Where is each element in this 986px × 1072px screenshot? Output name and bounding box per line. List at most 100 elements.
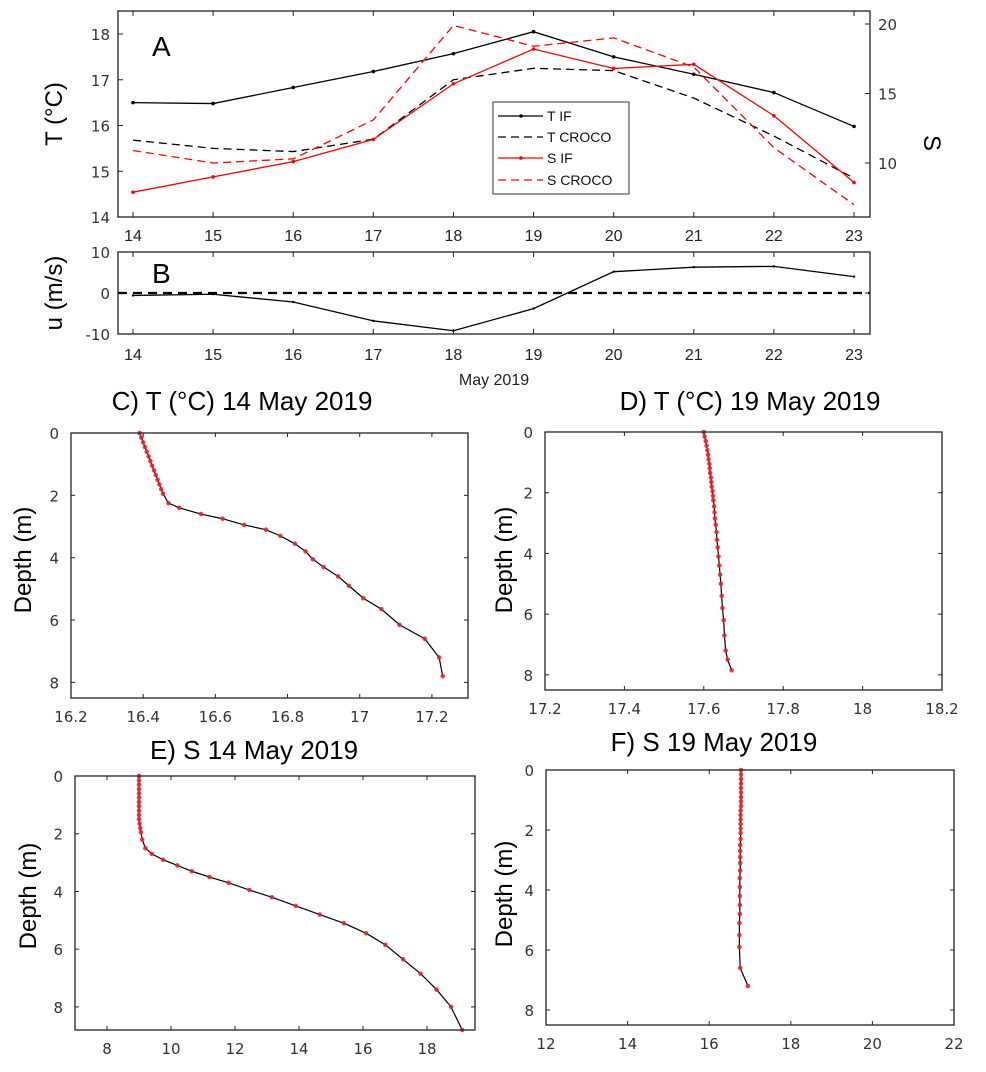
profile-data-point <box>153 472 159 478</box>
data-point-s-if <box>291 159 296 164</box>
profile-data-point <box>198 511 204 517</box>
profile-data-point <box>710 493 716 499</box>
profile-data-point <box>709 484 715 489</box>
profile-data-point <box>712 510 717 515</box>
profile-data-point <box>714 537 720 543</box>
y-tick-label: 0 <box>524 762 534 780</box>
profile-data-point <box>143 845 148 851</box>
x-tick-label: 18 <box>781 1035 800 1053</box>
y-tick-label: 16 <box>91 118 110 136</box>
series-line-u <box>132 265 855 332</box>
profile-data-point <box>715 545 720 550</box>
y-tick-label: 6 <box>53 941 63 959</box>
data-point-t-if <box>131 100 135 105</box>
profile-data-point <box>207 874 212 880</box>
data-point-u <box>852 275 856 278</box>
x-tick-label: 20 <box>863 1035 882 1053</box>
data-point-u <box>452 329 455 332</box>
profile-data-point <box>737 884 743 890</box>
profile-data-point <box>144 449 150 455</box>
profile-data-point <box>737 868 743 873</box>
profile-data-point <box>226 880 231 886</box>
profile-data-point <box>717 572 723 577</box>
profile-data-point <box>220 516 225 522</box>
y2-tick-label: 20 <box>878 16 897 34</box>
y-tick-label: 2 <box>53 826 63 844</box>
legend-box <box>492 101 630 195</box>
x-tick-label: 17 <box>364 228 382 245</box>
x-tick-label: 21 <box>685 347 703 364</box>
profile-data-point <box>140 440 146 445</box>
panel-a-temperature-salinity-timeseries: T (°C) S A 14 15 16 17 18 19 20 21 22 23141516171… <box>41 10 945 245</box>
panel-a-y2label: S <box>918 135 945 151</box>
profile-data-point <box>737 842 743 848</box>
y-tick-label: 2 <box>49 487 59 505</box>
profile-data-point <box>155 477 160 483</box>
profile-data-point <box>713 522 719 527</box>
legend-entry-t-croco: T CROCO <box>498 129 611 145</box>
profile-line <box>138 776 463 1031</box>
panel-a-letter: A <box>152 31 171 62</box>
data-point-t-if <box>371 69 376 74</box>
panel-a-ylabel: T (°C) <box>41 82 68 146</box>
y-tick-label: 8 <box>53 999 63 1017</box>
profile-data-point <box>738 808 743 813</box>
profile-data-point <box>136 808 142 813</box>
x-tick-label: 17.6 <box>687 700 720 718</box>
data-point-u <box>131 294 135 297</box>
profile-data-point <box>719 593 724 599</box>
panel-b-series <box>118 265 870 332</box>
panel-a-legend: T IF T CROCO S IF S CROCO <box>492 101 630 195</box>
profile-data-point <box>722 633 727 638</box>
profile-data-point <box>737 944 742 950</box>
y-tick-label: 4 <box>53 883 63 901</box>
x-tick-label: 22 <box>765 228 783 245</box>
profile-data-point <box>737 920 742 926</box>
profile-data-point <box>703 438 709 444</box>
data-point-t-if <box>531 29 536 34</box>
data-point-s-if <box>211 175 215 179</box>
panel-b-velocity-timeseries: u (m/s) B 14 15 16 17 18 19 20 21 22 23 -10 0 10 May… <box>41 244 871 389</box>
data-point-s-if <box>691 62 696 67</box>
data-point-s-if <box>611 66 616 71</box>
data-point-t-if <box>611 55 616 59</box>
profile-data-point <box>738 776 744 782</box>
profile-data-point <box>737 860 743 866</box>
y-tick-label: 4 <box>49 550 59 568</box>
panel-e-title: E) S 14 May 2019 <box>150 735 358 765</box>
legend-label-t-if: T IF <box>547 108 572 124</box>
legend-label-s-if: S IF <box>547 150 573 166</box>
series-line-s-if <box>132 48 855 193</box>
x-tick-label: 21 <box>685 228 703 245</box>
profile-data-point <box>737 854 743 860</box>
data-point-u <box>372 319 375 323</box>
panel-f-ylabel: Depth (m) <box>491 841 518 948</box>
profile-data-point <box>738 821 743 827</box>
profile-data-point <box>137 825 143 831</box>
x-tick-label: 18 <box>853 700 872 718</box>
profile-data-point <box>321 564 326 570</box>
x-tick-label: 23 <box>845 347 863 364</box>
profile-data-point <box>440 673 446 679</box>
profile-data-point <box>738 799 744 804</box>
profile-data-point <box>705 452 711 458</box>
profile-data-point <box>738 794 744 800</box>
y-tick-label: 6 <box>524 942 534 960</box>
profile-data-point <box>160 491 166 497</box>
x-tick-label: 17 <box>350 708 369 726</box>
panel-e-ylabel: Depth (m) <box>15 843 42 950</box>
profile-data-point <box>136 778 142 783</box>
panel-d-temperature-profile-19-may: D) T (°C) 19 May 2019 Depth (m) 17.2 17.4… <box>491 386 959 718</box>
data-point-s-if <box>371 137 376 142</box>
profile-data-point <box>383 942 388 948</box>
profile-data-point <box>707 470 713 476</box>
legend-label-t-croco: T CROCO <box>547 129 611 145</box>
profile-data-point <box>707 461 712 467</box>
profile-data-point <box>189 868 195 874</box>
data-point-s-if <box>772 113 776 118</box>
profile-data-point <box>738 830 743 836</box>
profile-data-point <box>149 463 155 469</box>
profile-data-point <box>737 902 743 908</box>
x-tick-label: 18.2 <box>925 700 958 718</box>
profile-data-point <box>738 836 743 842</box>
